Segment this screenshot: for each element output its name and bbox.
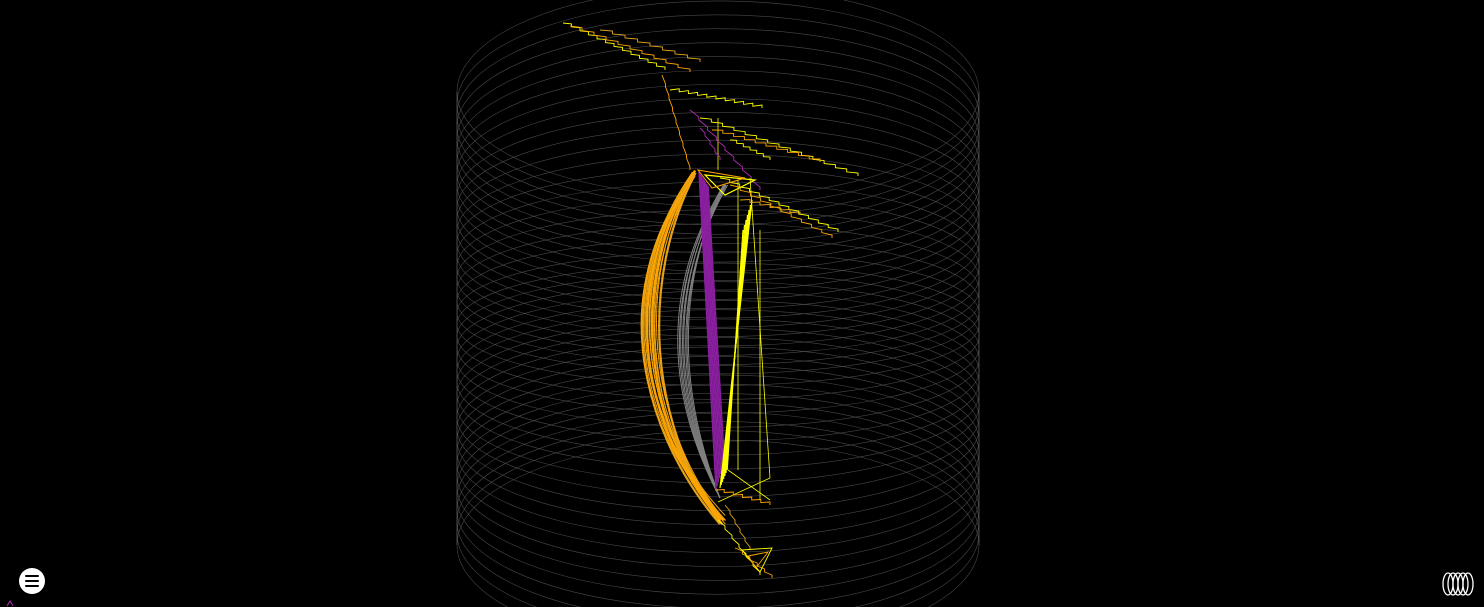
menu-button[interactable] xyxy=(19,568,45,594)
strand-yellow xyxy=(726,229,744,471)
hamburger-menu-icon xyxy=(25,575,39,587)
strand-knot xyxy=(696,169,746,189)
strand-branch xyxy=(711,129,821,162)
cylinder-ring xyxy=(456,14,980,216)
strand-knot xyxy=(747,551,770,569)
cylinder-ring xyxy=(456,167,980,319)
strand-purple xyxy=(699,173,718,487)
cylinder-ring xyxy=(456,209,980,347)
strand-branch xyxy=(729,184,833,238)
strand-branch xyxy=(739,199,801,215)
strand-purple xyxy=(703,179,722,475)
strand-branch xyxy=(714,489,771,505)
strand-branch xyxy=(569,25,691,72)
strand-branch xyxy=(689,109,761,190)
strand-frame xyxy=(717,477,771,503)
strand-purple xyxy=(706,183,724,467)
strand-branch xyxy=(699,117,859,176)
strand-branch xyxy=(562,22,666,70)
cylinder-ring xyxy=(456,153,980,309)
strand-purple xyxy=(707,185,726,463)
strand-purple xyxy=(702,177,721,479)
strand-frame xyxy=(727,469,771,501)
strand-purple xyxy=(698,171,717,491)
strand-branch xyxy=(734,547,773,578)
strand-branch xyxy=(699,127,721,160)
strand-branch xyxy=(717,519,761,575)
strand-arc xyxy=(640,176,724,521)
axis-marker-icon xyxy=(6,600,14,607)
strand-branch xyxy=(669,88,763,108)
strand-bundle xyxy=(562,22,859,578)
strand-branch xyxy=(599,29,701,62)
cylinder-ring xyxy=(456,0,980,207)
strand-branch xyxy=(661,74,691,170)
coil-logo-icon xyxy=(1442,572,1474,596)
strand-purple xyxy=(704,181,723,471)
strand-branch xyxy=(724,504,751,550)
strand-branch xyxy=(729,139,771,160)
strand-knot xyxy=(703,174,758,196)
strand-purple xyxy=(700,175,720,483)
